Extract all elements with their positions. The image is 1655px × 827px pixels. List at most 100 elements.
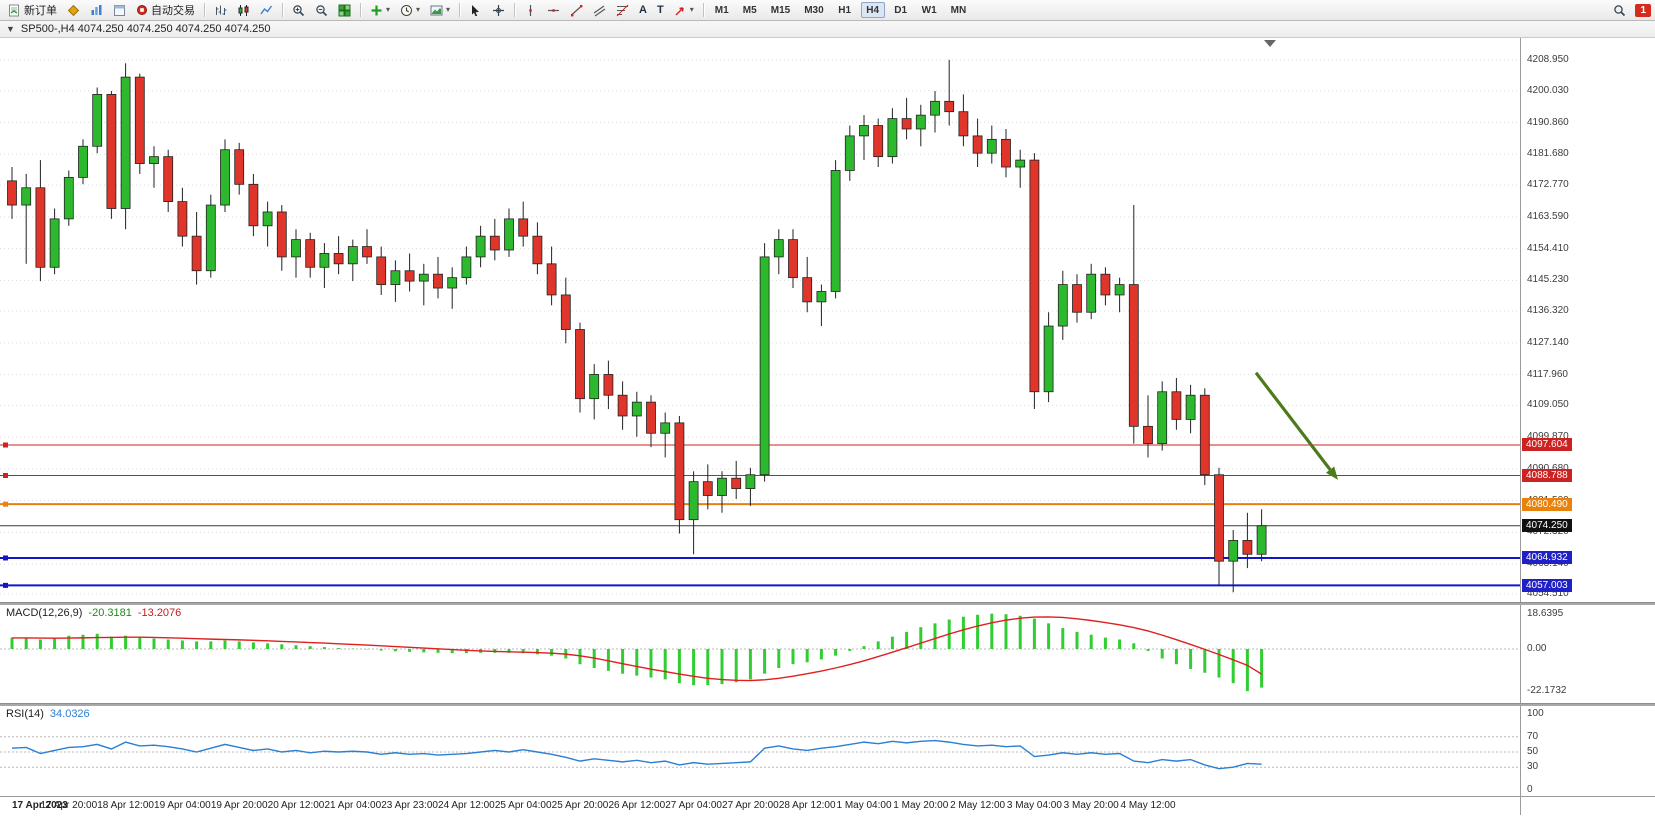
price-tag[interactable]: 4097.604 <box>1522 438 1572 452</box>
timeframe-m5[interactable]: M5 <box>738 2 762 18</box>
rsi-value: 34.0326 <box>49 708 90 720</box>
periods-clock-icon <box>401 4 413 16</box>
arrow-tool-icon <box>675 6 684 15</box>
rsi-scale: 100 70 50 30 0 <box>1520 706 1655 796</box>
toolbar-separator <box>702 3 704 17</box>
cursor-button[interactable] <box>465 2 486 19</box>
toolbar-separator <box>282 3 283 17</box>
macd-canvas[interactable] <box>0 605 1520 703</box>
new-order-icon <box>9 4 19 16</box>
price-tag[interactable]: 4074.250 <box>1522 519 1572 533</box>
time-axis-label: 17 Apr 20:00 <box>40 800 98 811</box>
time-axis-label: 1 May 04:00 <box>836 800 892 811</box>
rsi-scale-label: 70 <box>1527 730 1539 742</box>
search-button[interactable] <box>1609 2 1630 19</box>
pane-separator[interactable] <box>0 602 1655 605</box>
channel-button[interactable] <box>589 2 610 19</box>
fibonacci-button[interactable] <box>612 2 633 19</box>
tile-windows-button[interactable] <box>334 2 355 19</box>
trendline-button[interactable] <box>566 2 587 19</box>
timeframe-h4[interactable]: H4 <box>860 2 885 18</box>
search-icon <box>1614 4 1626 16</box>
symbols-icon <box>67 4 80 16</box>
macd-pane: MACD(12,26,9) -20.3181 -13.2076 18.6395 0.0… <box>0 605 1655 703</box>
rsi-scale-label: 100 <box>1527 708 1544 719</box>
chart-title: SP500-,H4 4074.250 4074.250 4074.250 407… <box>20 23 271 35</box>
auto-trading-button[interactable]: 自动交易 <box>132 2 199 19</box>
text-tool-button[interactable]: A <box>635 2 651 19</box>
time-axis-label: 23 Apr 23:00 <box>381 800 438 811</box>
timeframe-d1[interactable]: D1 <box>889 2 913 18</box>
toolbar-separator <box>360 3 361 17</box>
vertical-line-icon <box>529 4 532 16</box>
bar-chart-button[interactable] <box>210 2 231 19</box>
time-axis-label: 1 May 20:00 <box>893 800 949 811</box>
tile-windows-icon <box>338 4 351 16</box>
time-axis-label: 19 Apr 20:00 <box>210 800 268 811</box>
macd-histogram <box>10 613 1264 692</box>
auto-trading-label: 自动交易 <box>151 5 195 17</box>
bottom-filler <box>0 815 1655 827</box>
time-axis-corner <box>1520 797 1655 815</box>
rsi-scale-label: 0 <box>1527 784 1533 795</box>
price-scale-label: 4145.230 <box>1527 274 1569 286</box>
crosshair-icon <box>493 4 505 16</box>
time-axis[interactable]: 17 Apr 2023 17 Apr 20:00 18 Apr 12:00 19 Ap… <box>0 797 1520 815</box>
candlestick-chart-button[interactable] <box>233 2 254 19</box>
vertical-line-button[interactable] <box>520 2 541 19</box>
timeframe-w1[interactable]: W1 <box>917 2 942 18</box>
channel-icon <box>593 5 606 16</box>
price-scale[interactable]: 4208.950 4200.030 4190.860 4181.680 4172.770… <box>1520 38 1655 602</box>
time-axis-label: 4 May 12:00 <box>1120 800 1176 811</box>
symbols-button[interactable] <box>63 2 84 19</box>
time-axis-label: 27 Apr 04:00 <box>665 800 722 811</box>
timeframe-h1[interactable]: H1 <box>833 2 857 18</box>
market-watch-button[interactable] <box>86 2 107 19</box>
price-tag[interactable]: 4088.788 <box>1522 468 1572 482</box>
timeframe-mn[interactable]: MN <box>946 2 972 18</box>
toolbar-separator <box>514 3 516 17</box>
price-scale-label: 4136.320 <box>1527 305 1569 317</box>
chart-title-bar: ▼ SP500-,H4 4074.250 4074.250 4074.250 4… <box>0 21 1655 38</box>
main-chart-canvas[interactable] <box>0 38 1520 602</box>
candles-layer <box>7 59 1267 593</box>
arrows-button[interactable]: ▾ <box>670 2 698 19</box>
indicators-icon <box>371 5 382 15</box>
data-window-button[interactable] <box>109 2 130 19</box>
price-tag[interactable]: 4064.932 <box>1522 551 1572 565</box>
horizontal-line-button[interactable] <box>543 2 564 19</box>
zoom-in-button[interactable] <box>288 2 309 19</box>
text-label-button[interactable]: T <box>653 2 668 19</box>
periods-button[interactable]: ▾ <box>396 2 424 19</box>
price-tag[interactable]: 4057.003 <box>1522 578 1572 592</box>
pane-separator[interactable] <box>0 703 1655 706</box>
macd-signal-line <box>12 616 1262 682</box>
crosshair-button[interactable] <box>488 2 509 19</box>
market-watch-icon <box>91 4 102 15</box>
price-scale-label: 4154.410 <box>1527 242 1569 254</box>
new-order-button[interactable]: 新订单 <box>4 2 61 19</box>
price-scale-label: 4163.590 <box>1527 210 1569 222</box>
timeframe-m15[interactable]: M15 <box>766 2 795 18</box>
time-axis-label: 28 Apr 12:00 <box>778 800 836 811</box>
templates-button[interactable]: ▾ <box>426 2 454 19</box>
zoom-out-button[interactable] <box>311 2 332 19</box>
toolbar: 新订单 自动交易 <box>0 0 1655 21</box>
timeframe-m30[interactable]: M30 <box>799 2 828 18</box>
line-chart-button[interactable] <box>256 2 277 19</box>
text-tool-icon: A <box>639 4 647 16</box>
window-menu-icon[interactable]: ▼ <box>6 24 15 34</box>
notification-badge[interactable]: 1 <box>1635 3 1651 17</box>
price-scale-label: 4090.680 <box>1527 463 1569 474</box>
rsi-canvas[interactable] <box>0 706 1520 796</box>
cursor-icon <box>472 4 480 16</box>
price-scale-label: 4172.770 <box>1527 179 1569 191</box>
timeframe-m1[interactable]: M1 <box>710 2 734 18</box>
templates-caret-icon: ▾ <box>446 5 451 14</box>
indicators-button[interactable]: ▾ <box>366 2 394 19</box>
price-scale-label: 4099.870 <box>1527 431 1569 443</box>
macd-scale-label: 0.00 <box>1527 643 1547 654</box>
macd-name: MACD(12,26,9) <box>6 607 83 619</box>
price-tag[interactable]: 4080.490 <box>1522 497 1572 511</box>
time-axis-label: 24 Apr 12:00 <box>438 800 495 811</box>
